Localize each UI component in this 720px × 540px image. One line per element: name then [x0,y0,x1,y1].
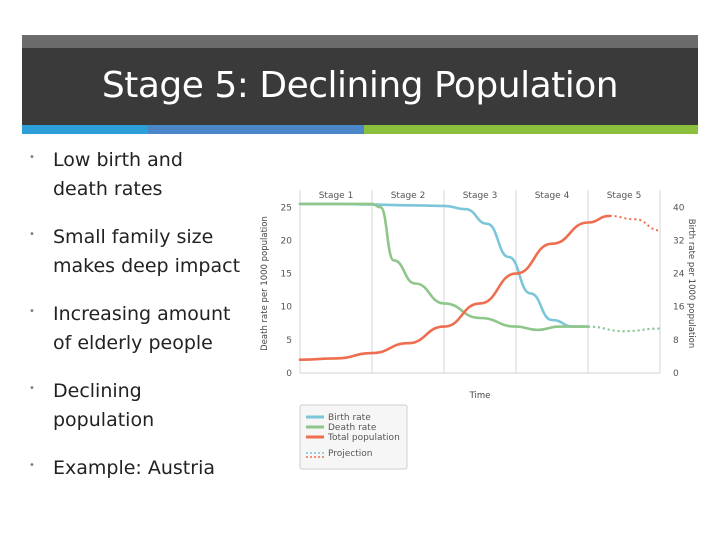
left-tick-label: 0 [286,369,292,379]
stage-label: Stage 2 [391,191,426,201]
right-tick-label: 8 [673,336,679,346]
right-tick-label: 40 [673,203,685,213]
legend-label: Death rate [328,423,377,433]
accent-strip-green [364,125,698,134]
bullet-dot: • [29,306,35,317]
legend-label: Total population [327,433,400,443]
bullet-text: Example: Austria [53,457,215,479]
bullet-text: Increasing amount of elderly people [53,303,231,354]
bullet-dot: • [29,460,35,471]
stage-label: Stage 3 [463,191,498,201]
accent-strip-mid-blue [148,125,364,134]
right-tick-label: 0 [673,369,679,379]
left-tick-label: 15 [281,270,292,280]
bullet-list: • Low birth and death rates • Small fami… [22,146,272,502]
bullet-item: • Declining population [22,377,272,435]
bullet-dot: • [29,383,35,394]
left-axis-label: Death rate per 1000 population [260,216,270,351]
bullet-text: Low birth and death rates [53,149,183,200]
left-axis: 0 5 10 15 20 25 [281,203,293,379]
x-axis-label: Time [469,391,491,401]
bullet-item: • Small family size makes deep impact [22,223,272,281]
left-tick-label: 5 [286,336,292,346]
left-tick-label: 20 [281,236,293,246]
total-population-projection [609,214,661,232]
total-population-line [298,214,611,361]
right-axis-label: Birth rate per 1000 population [686,219,696,348]
legend-label: Projection [328,449,373,459]
title-bar: Stage 5: Declining Population [22,35,698,125]
accent-strip-blue [22,125,148,134]
series-lines [298,202,661,361]
legend-box [299,404,408,470]
stage-label: Stage 5 [607,191,642,201]
stage-labels: Stage 1 Stage 2 Stage 3 Stage 4 Stage 5 [319,191,642,201]
right-tick-label: 16 [673,303,685,313]
stage-label: Stage 1 [319,191,354,201]
bullet-dot: • [29,152,35,163]
bullet-text: Declining population [53,380,155,431]
bullet-text: Small family size makes deep impact [53,226,241,277]
stage-dividers [299,190,661,373]
death-rate-line [298,202,590,332]
left-tick-label: 10 [281,303,293,313]
right-axis: 0 8 16 24 32 40 [673,203,685,379]
bullet-item: • Low birth and death rates [22,146,272,204]
bullet-item: • Increasing amount of elderly people [22,300,272,358]
bullet-dot: • [29,229,35,240]
demographic-transition-chart: Stage 1 Stage 2 Stage 3 Stage 4 Stage 5 0 5 10… [260,190,696,470]
right-tick-label: 24 [673,270,685,280]
title-top-strip [22,35,698,48]
stage-label: Stage 4 [535,191,570,201]
bullet-item: • Example: Austria [22,454,272,483]
death-rate-projection [587,325,661,333]
legend-label: Birth rate [328,413,371,423]
left-tick-label: 25 [281,203,292,213]
slide-title: Stage 5: Declining Population [101,65,619,106]
right-tick-label: 32 [673,236,684,246]
